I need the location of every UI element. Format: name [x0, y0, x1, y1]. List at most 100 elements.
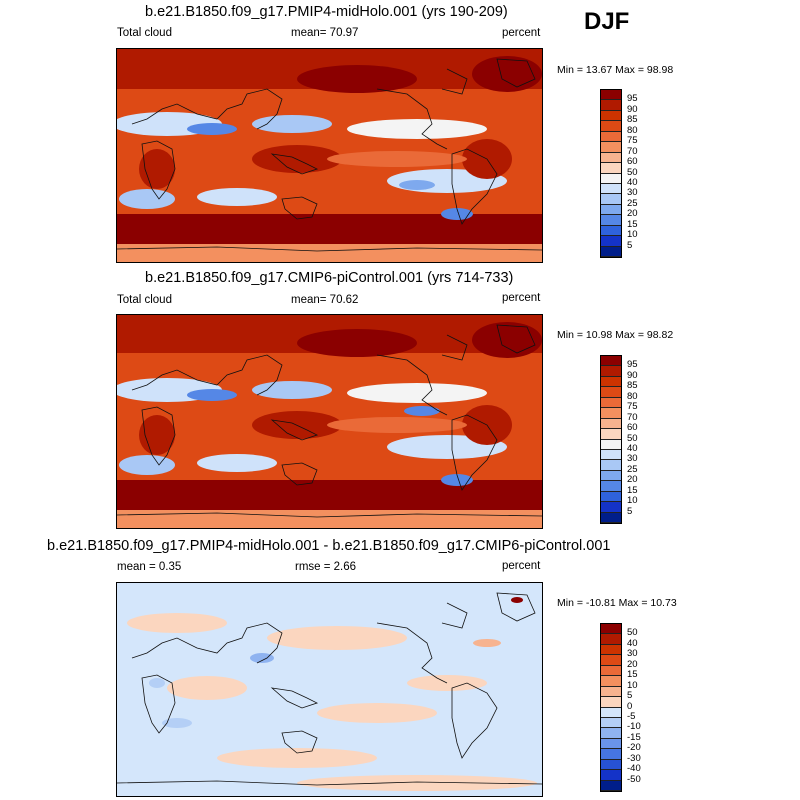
colorbar-swatch: [601, 397, 621, 409]
colorbar-tick-label: 95: [627, 93, 638, 105]
colorbar-swatch: [601, 100, 621, 111]
colorbar-swatch: [601, 225, 621, 237]
colorbar-tick-label: 75: [627, 401, 638, 413]
colorbar-tick-label: 0: [627, 700, 633, 712]
panel-3-title: b.e21.B1850.f09_g17.PMIP4-midHolo.001 - …: [47, 538, 611, 554]
panel-3-minmax: Min = -10.81 Max = 10.73: [557, 597, 677, 609]
panel-2-map: [116, 314, 543, 529]
colorbar-swatch: [601, 644, 621, 656]
colorbar-swatch: [601, 90, 621, 101]
panel-3-map: [116, 582, 543, 797]
panel-2-mean-label: mean= 70.62: [291, 294, 359, 306]
colorbar-tick-label: 30: [627, 187, 638, 199]
colorbar-tick-label: 70: [627, 145, 638, 157]
colorbar-tick-label: 40: [627, 637, 638, 649]
colorbar-swatch: [601, 717, 621, 729]
colorbar-swatch: [601, 236, 621, 247]
colorbar-swatch: [601, 121, 621, 132]
colorbar-swatch: [601, 173, 621, 184]
colorbar-swatch: [601, 512, 621, 523]
panel-1-title: b.e21.B1850.f09_g17.PMIP4-midHolo.001 (y…: [145, 4, 508, 20]
colorbar-tick-label: 50: [627, 627, 638, 639]
colorbar-swatch: [601, 491, 621, 503]
colorbar-swatch: [601, 131, 621, 143]
colorbar-swatch: [601, 376, 621, 388]
colorbar-swatch: [601, 439, 621, 450]
colorbar-tick-label: -5: [627, 710, 636, 722]
colorbar-swatch: [601, 387, 621, 398]
panel-2-title: b.e21.B1850.f09_g17.CMIP6-piControl.001 …: [145, 270, 514, 286]
panel-2-minmax: Min = 10.98 Max = 98.82: [557, 329, 674, 341]
colorbar-tick-label: 30: [627, 648, 638, 660]
colorbar-tick-label: 10: [627, 229, 638, 241]
colorbar-swatch: [601, 780, 621, 791]
panel-3-units-label: percent: [502, 560, 541, 572]
colorbar-tick-label: 60: [627, 156, 638, 168]
colorbar-swatch: [601, 665, 621, 677]
panel-3-rmse-label: rmse = 2.66: [295, 561, 357, 573]
panel-3-colorbar-labels: 50 40 30 20 15 10 5 0 -5 -10 -15 -20 -30 -40 -50: [627, 623, 657, 790]
colorbar-tick-label: 10: [627, 679, 638, 691]
colorbar-tick-label: 15: [627, 669, 638, 681]
colorbar-tick-label: 25: [627, 197, 638, 209]
colorbar-swatch: [601, 759, 621, 771]
colorbar-swatch: [601, 460, 621, 471]
colorbar-swatch: [601, 194, 621, 205]
colorbar-swatch: [601, 142, 621, 153]
colorbar-swatch: [601, 408, 621, 419]
season-label: DJF: [584, 8, 630, 35]
colorbar-tick-label: 5: [627, 690, 633, 702]
colorbar-tick-label: 5: [627, 239, 633, 251]
colorbar-swatch: [601, 366, 621, 377]
colorbar-swatch: [601, 449, 621, 461]
colorbar-swatch: [601, 634, 621, 645]
colorbar-swatch: [601, 246, 621, 257]
panel-1-variable-label: Total cloud: [117, 27, 172, 39]
colorbar-tick-label: 25: [627, 463, 638, 475]
colorbar-tick-label: 90: [627, 369, 638, 381]
panel-1-minmax: Min = 13.67 Max = 98.98: [557, 64, 674, 76]
colorbar-swatch: [601, 707, 621, 718]
colorbar-swatch: [601, 470, 621, 482]
colorbar-swatch: [601, 624, 621, 635]
colorbar-tick-label: 15: [627, 484, 638, 496]
panel-2-variable-label: Total cloud: [117, 294, 172, 306]
colorbar-tick-label: -40: [627, 763, 641, 775]
colorbar-swatch: [601, 686, 621, 698]
panel-3-mean-label: mean = 0.35: [117, 561, 182, 573]
colorbar-tick-label: -15: [627, 731, 641, 743]
colorbar-swatch: [601, 481, 621, 492]
colorbar-tick-label: 80: [627, 390, 638, 402]
colorbar-swatch: [601, 749, 621, 760]
colorbar-tick-label: 10: [627, 495, 638, 507]
colorbar-tick-label: 5: [627, 505, 633, 517]
colorbar-swatch: [601, 655, 621, 666]
colorbar-tick-label: 50: [627, 432, 638, 444]
colorbar-tick-label: 40: [627, 442, 638, 454]
colorbar-swatch: [601, 152, 621, 164]
colorbar-tick-label: 95: [627, 359, 638, 371]
panel-1-map: [116, 48, 543, 263]
colorbar-tick-label: 90: [627, 103, 638, 115]
colorbar-swatch: [601, 770, 621, 781]
panel-1-units-label: percent: [502, 27, 541, 39]
panel-2-colorbar-labels: 95 90 85 80 75 70 60 50 40 30 25 20 15 10 5: [627, 355, 657, 522]
colorbar-tick-label: 50: [627, 166, 638, 178]
colorbar-swatch: [601, 163, 621, 174]
colorbar-tick-label: -30: [627, 752, 641, 764]
colorbar-tick-label: 75: [627, 135, 638, 147]
colorbar-swatch: [601, 676, 621, 687]
panel-2-units-label: percent: [502, 292, 541, 304]
colorbar-swatch: [601, 429, 621, 440]
colorbar-swatch: [601, 183, 621, 195]
colorbar-tick-label: 60: [627, 422, 638, 434]
panel-3-colorbar: [600, 623, 622, 792]
colorbar-tick-label: 20: [627, 658, 638, 670]
colorbar-swatch: [601, 738, 621, 750]
colorbar-tick-label: 70: [627, 411, 638, 423]
colorbar-swatch: [601, 418, 621, 430]
colorbar-tick-label: 85: [627, 114, 638, 126]
panel-2-colorbar: [600, 355, 622, 524]
colorbar-tick-label: -20: [627, 742, 641, 754]
colorbar-swatch: [601, 204, 621, 216]
